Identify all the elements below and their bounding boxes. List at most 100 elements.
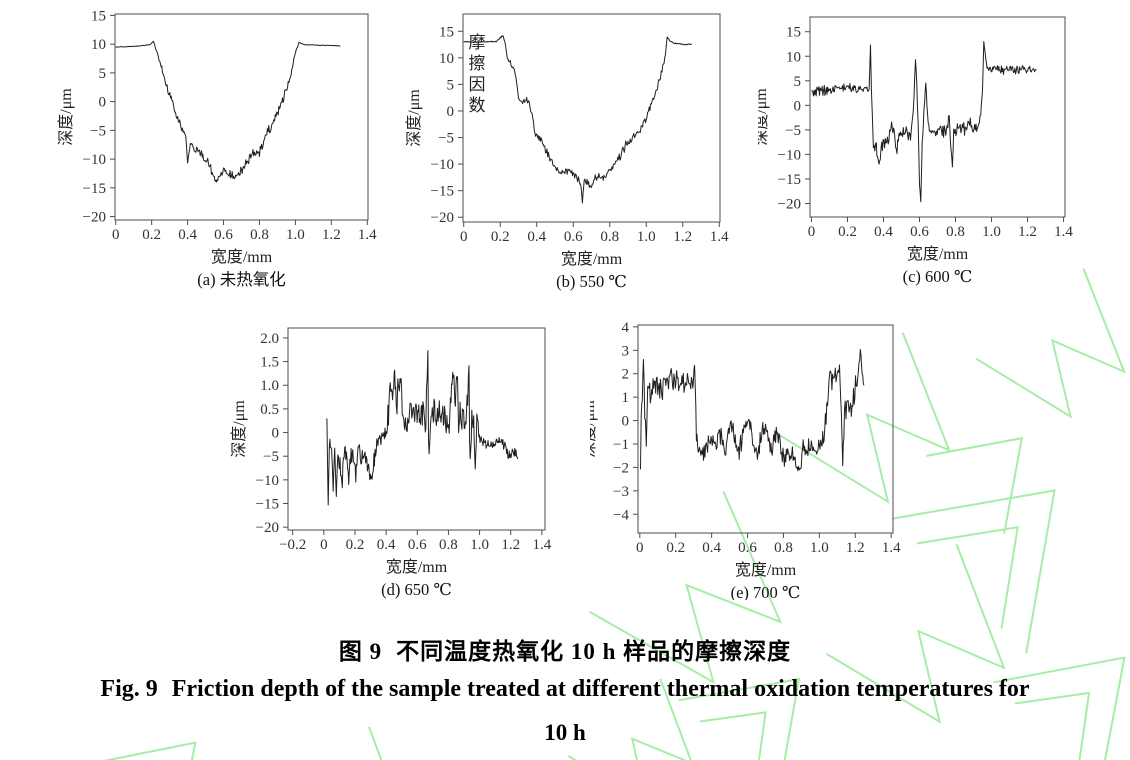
svg-text:−15: −15	[778, 172, 801, 188]
svg-text:1.2: 1.2	[673, 229, 692, 245]
svg-text:−15: −15	[83, 181, 106, 197]
depth-profile-trace	[463, 35, 692, 204]
figure-caption-duration: 10 h	[544, 720, 586, 745]
svg-text:0: 0	[622, 414, 630, 430]
figure-caption-en: Fig. 9 Friction depth of the sample treat…	[0, 676, 1130, 703]
svg-text:1.2: 1.2	[322, 227, 341, 243]
svg-text:0: 0	[320, 537, 328, 553]
svg-text:−5: −5	[90, 123, 106, 139]
svg-text:0: 0	[636, 540, 644, 556]
svg-text:0: 0	[808, 224, 816, 240]
depth-profile-trace	[326, 350, 519, 506]
svg-text:−20: −20	[256, 520, 279, 536]
figure-caption-en-text: Friction depth of the sample treated at …	[171, 676, 1030, 702]
svg-text:0.2: 0.2	[838, 224, 857, 240]
svg-text:1.4: 1.4	[533, 537, 552, 553]
svg-text:4: 4	[622, 320, 630, 336]
svg-text:0: 0	[447, 104, 455, 120]
svg-text:0.8: 0.8	[439, 537, 458, 553]
svg-text:0: 0	[99, 95, 107, 111]
figure-caption-zh-text: 不同温度热氧化 10 h 样品的摩擦深度	[396, 639, 792, 664]
svg-text:2: 2	[622, 367, 630, 383]
svg-text:10: 10	[786, 49, 801, 65]
y-axis-label: 深度/μm	[405, 89, 423, 147]
svg-text:3: 3	[622, 343, 630, 359]
svg-text:0.2: 0.2	[142, 227, 161, 243]
svg-text:0.4: 0.4	[702, 540, 721, 556]
svg-text:0.8: 0.8	[250, 227, 269, 243]
svg-text:0.2: 0.2	[666, 540, 685, 556]
svg-text:2.0: 2.0	[260, 331, 279, 347]
svg-text:−10: −10	[778, 147, 801, 163]
svg-text:−3: −3	[613, 484, 629, 500]
svg-text:0.2: 0.2	[346, 537, 365, 553]
svg-text:0.2: 0.2	[491, 229, 510, 245]
svg-text:0.4: 0.4	[527, 229, 546, 245]
svg-text:1.4: 1.4	[1054, 224, 1073, 240]
y-axis-label: 深度/μm	[57, 88, 75, 146]
depth-profile-trace	[640, 349, 865, 472]
chart-c-600c-panel: 15 10 5 0 −5 −10 −15 −20 0 0.2 0.4 0.6 0.8 1.0 1.2 1.4 宽…	[758, 16, 1073, 286]
depth-profile-trace	[115, 40, 341, 183]
svg-text:−10: −10	[83, 152, 106, 168]
svg-text:0.6: 0.6	[214, 227, 233, 243]
svg-text:10: 10	[439, 51, 454, 67]
svg-text:0.4: 0.4	[874, 224, 893, 240]
svg-text:0.6: 0.6	[910, 224, 929, 240]
svg-text:1.2: 1.2	[501, 537, 520, 553]
svg-text:1.4: 1.4	[882, 540, 901, 556]
chart-d-650c-panel: 2.0 1.5 1.0 0.5 0 −5 −10 −15 −20−0.2 0 0.2 0.4 0.6 0.…	[230, 327, 552, 599]
svg-text:1.4: 1.4	[358, 227, 377, 243]
svg-text:0: 0	[272, 426, 280, 442]
svg-text:−10: −10	[431, 157, 454, 173]
figure-caption-zh: 图 9 不同温度热氧化 10 h 样品的摩擦深度	[0, 632, 1130, 666]
svg-text:0: 0	[460, 229, 468, 245]
chart-b-550c-panel: 15 10 5 0 −5 −10 −15 −20 0 0.2 0.4 0.6 0.8 1.0 1.2 1.4 宽…	[405, 13, 729, 291]
svg-text:0.6: 0.6	[564, 229, 583, 245]
svg-text:−4: −4	[613, 507, 629, 523]
svg-text:−5: −5	[438, 131, 454, 147]
depth-profile-trace	[811, 41, 1037, 203]
svg-text:15: 15	[91, 8, 106, 24]
svg-text:−10: −10	[256, 473, 279, 489]
svg-text:−5: −5	[785, 123, 801, 139]
svg-text:0.6: 0.6	[738, 540, 757, 556]
svg-text:0.8: 0.8	[946, 224, 965, 240]
svg-text:−15: −15	[431, 184, 454, 200]
subplot-caption: (c) 600 ℃	[903, 267, 973, 286]
svg-text:0.8: 0.8	[600, 229, 619, 245]
inner-annotation: 数	[469, 96, 486, 115]
x-axis-label: 宽度/mm	[735, 561, 797, 579]
y-axis-label: 深度/μm	[590, 400, 598, 458]
svg-text:1.0: 1.0	[982, 224, 1001, 240]
subplot-caption: (d) 650 ℃	[381, 580, 452, 599]
svg-text:1.0: 1.0	[286, 227, 305, 243]
svg-text:−15: −15	[256, 497, 279, 513]
x-axis-label: 宽度/mm	[211, 248, 273, 266]
svg-text:−1: −1	[613, 437, 629, 453]
svg-text:1.5: 1.5	[260, 355, 279, 371]
svg-text:0: 0	[794, 98, 802, 114]
svg-text:−20: −20	[778, 197, 801, 213]
svg-text:1.0: 1.0	[637, 229, 656, 245]
svg-text:1.0: 1.0	[470, 537, 489, 553]
subplot-caption: (e) 700 ℃	[731, 583, 801, 600]
x-axis-label: 宽度/mm	[561, 250, 623, 268]
svg-text:1.4: 1.4	[710, 229, 729, 245]
svg-text:−2: −2	[613, 460, 629, 476]
svg-text:0.8: 0.8	[774, 540, 793, 556]
y-axis-label: 深度/μm	[230, 400, 248, 458]
svg-text:0.5: 0.5	[260, 402, 279, 418]
inner-annotation: 擦	[469, 54, 486, 73]
svg-text:0.4: 0.4	[178, 227, 197, 243]
subplot-caption: (b) 550 ℃	[556, 272, 627, 291]
svg-text:15: 15	[786, 25, 801, 41]
subplot-caption: (a) 未热氧化	[197, 270, 285, 289]
svg-text:1.0: 1.0	[260, 378, 279, 394]
y-axis-label: 深度/μm	[758, 88, 770, 146]
svg-text:0.6: 0.6	[408, 537, 427, 553]
figure-number-zh: 图 9	[338, 639, 383, 664]
inner-annotation: 因	[469, 75, 486, 94]
x-axis-label: 宽度/mm	[386, 558, 448, 576]
